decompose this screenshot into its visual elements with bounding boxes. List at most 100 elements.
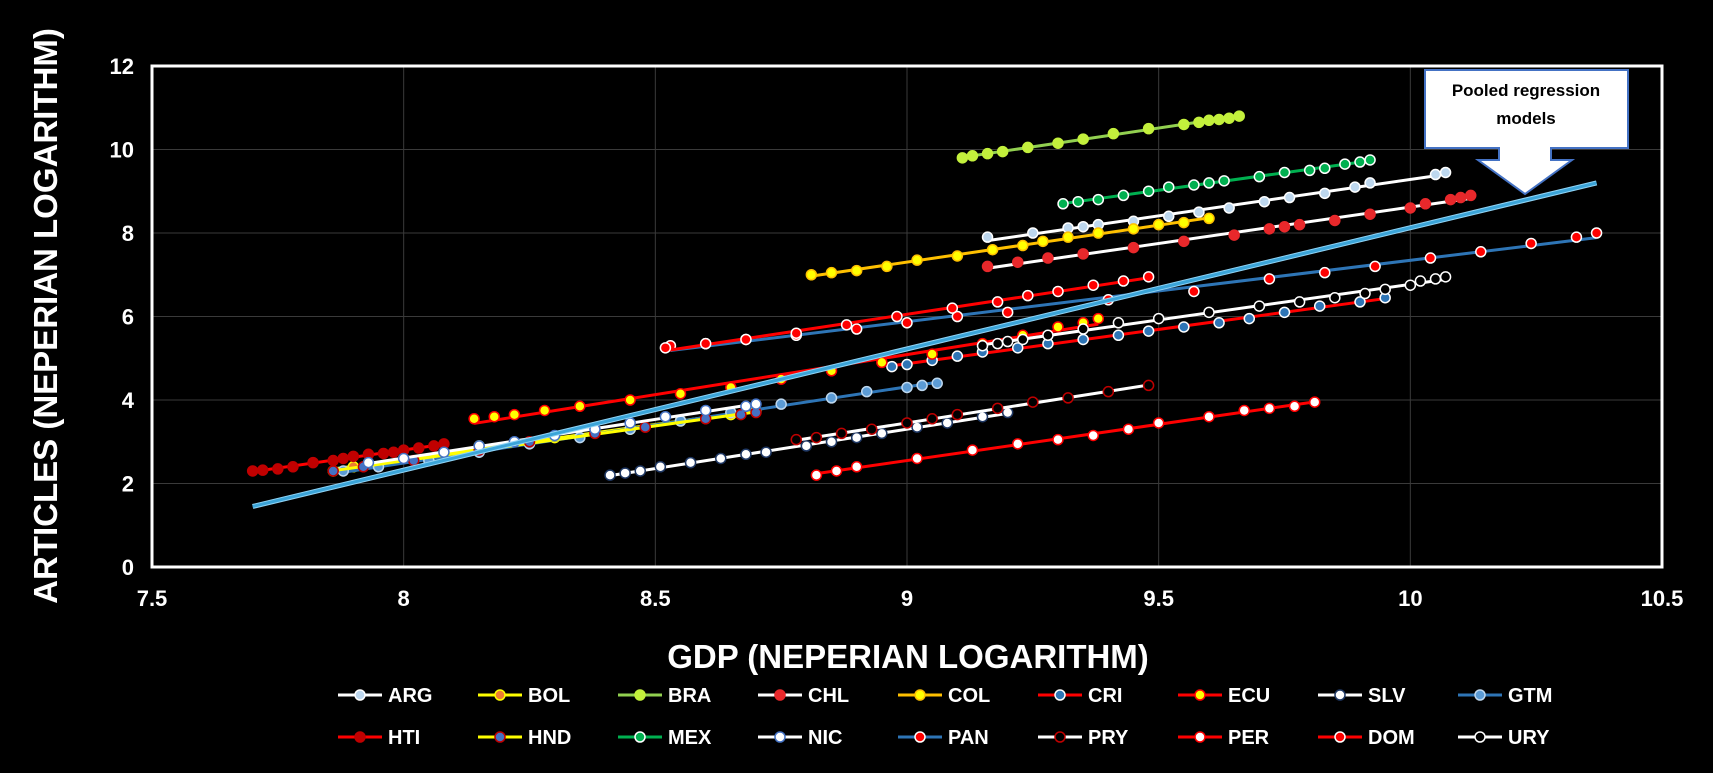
data-point-col: [805, 269, 818, 281]
data-point-ury: [1293, 296, 1306, 308]
data-point-bra: [1223, 112, 1235, 124]
data-point-slv: [976, 410, 989, 423]
legend-label: HND: [528, 727, 571, 749]
legend-label: GTM: [1508, 685, 1552, 707]
data-point-mex: [1203, 177, 1215, 189]
data-point-chl: [1263, 223, 1276, 235]
legend-label: NIC: [808, 727, 842, 749]
data-point-pry: [1142, 379, 1155, 392]
data-point-cri: [1278, 306, 1291, 319]
data-point-dom: [1117, 275, 1130, 287]
data-point-col: [825, 266, 838, 279]
legend-item-bra: BRA: [618, 685, 711, 707]
data-point-slv: [654, 461, 667, 473]
data-point-ecu: [508, 408, 521, 421]
data-point-ury: [1152, 312, 1165, 325]
data-point-hti: [428, 440, 440, 452]
y-tick-label: 4: [122, 388, 135, 413]
legend-label: MEX: [668, 727, 712, 749]
data-point-dom: [946, 302, 959, 314]
data-point-hti: [246, 465, 259, 477]
data-point-ecu: [1092, 312, 1105, 325]
x-axis-title: GDP (NEPERIAN LOGARITHM): [667, 638, 1149, 675]
data-point-hti: [347, 450, 360, 463]
legend-label: PER: [1228, 727, 1270, 749]
data-point-per: [966, 444, 979, 456]
data-point-cri: [1213, 317, 1225, 329]
data-point-mex: [1218, 175, 1230, 187]
data-point-arg: [1077, 220, 1089, 233]
data-point-mex: [1319, 162, 1331, 175]
data-point-ury: [1017, 333, 1029, 346]
data-point-col: [911, 254, 923, 266]
legend-item-mex: MEX: [618, 727, 712, 749]
data-point-ecu: [574, 400, 586, 413]
data-point-ecu: [624, 394, 636, 406]
data-point-per: [911, 452, 923, 465]
data-point-chl: [1404, 202, 1417, 214]
legend-swatch-marker: [354, 689, 366, 701]
data-point-cri: [1142, 325, 1155, 337]
data-point-pan: [850, 323, 863, 335]
callout-text-line2: models: [1496, 109, 1556, 128]
series-line-cri: [891, 297, 1386, 368]
series-dom: [659, 271, 1155, 354]
data-point-chl: [1278, 220, 1291, 233]
x-tick-label: 7.5: [137, 586, 168, 611]
data-point-slv: [850, 431, 863, 444]
data-point-col: [1017, 239, 1029, 252]
x-tick-label: 10.5: [1641, 586, 1684, 611]
data-point-col: [1092, 227, 1105, 239]
data-point-ecu: [538, 404, 551, 417]
data-point-pan: [1188, 285, 1200, 298]
data-point-mex: [1142, 185, 1155, 197]
data-point-ury: [1077, 323, 1089, 335]
legend-label: URY: [1508, 727, 1550, 749]
legend-swatch-marker: [634, 689, 646, 701]
legend-item-slv: SLV: [1318, 685, 1406, 707]
data-point-arg: [1439, 166, 1452, 179]
data-point-per: [830, 465, 843, 477]
data-point-slv: [740, 448, 752, 461]
data-point-ecu: [488, 410, 501, 423]
y-tick-label: 2: [122, 472, 134, 497]
data-point-mex: [1072, 195, 1084, 208]
callout-text-line1: Pooled regression: [1452, 81, 1600, 100]
data-point-arg: [1319, 187, 1331, 200]
tick-labels: 7.5 8 8.5 9 9.5 10 10.5 0 2 4 6 8 10 12: [110, 54, 1684, 611]
data-point-bra: [1203, 114, 1215, 127]
data-point-ury: [991, 337, 1004, 350]
data-point-slv: [684, 456, 697, 469]
callout-shape: [1424, 69, 1629, 196]
data-point-bra: [1052, 137, 1064, 149]
data-point-gtm: [825, 392, 838, 404]
data-point-nic: [362, 456, 375, 469]
data-point-col: [1152, 218, 1165, 231]
data-point-ury: [1439, 271, 1452, 283]
data-point-pan: [1525, 237, 1537, 250]
data-point-per: [1238, 404, 1250, 417]
data-point-mex: [1253, 170, 1266, 183]
data-point-dom: [1087, 279, 1099, 291]
legend-swatch-marker: [774, 689, 786, 701]
data-point-hnd: [639, 421, 652, 433]
data-point-arg: [1223, 202, 1235, 214]
data-point-pry: [991, 402, 1004, 415]
data-point-cri: [1011, 342, 1024, 354]
data-point-per: [1203, 410, 1215, 423]
data-point-slv: [825, 436, 838, 448]
legend-swatch-marker: [1474, 731, 1486, 743]
legend-label: CHL: [808, 685, 849, 707]
y-tick-label: 0: [122, 555, 134, 580]
legend-swatch-marker: [1054, 731, 1066, 743]
legend-item-chl: CHL: [758, 685, 849, 707]
data-point-bra: [956, 152, 969, 164]
x-tick-label: 9.5: [1143, 586, 1174, 611]
data-point-bra: [1233, 110, 1245, 122]
legend-label: ARG: [388, 685, 432, 707]
x-tick-label: 10: [1398, 586, 1422, 611]
data-point-dom: [699, 337, 712, 350]
data-point-pan: [951, 310, 964, 323]
data-point-ury: [976, 339, 989, 352]
legend-item-dom: DOM: [1318, 727, 1415, 749]
